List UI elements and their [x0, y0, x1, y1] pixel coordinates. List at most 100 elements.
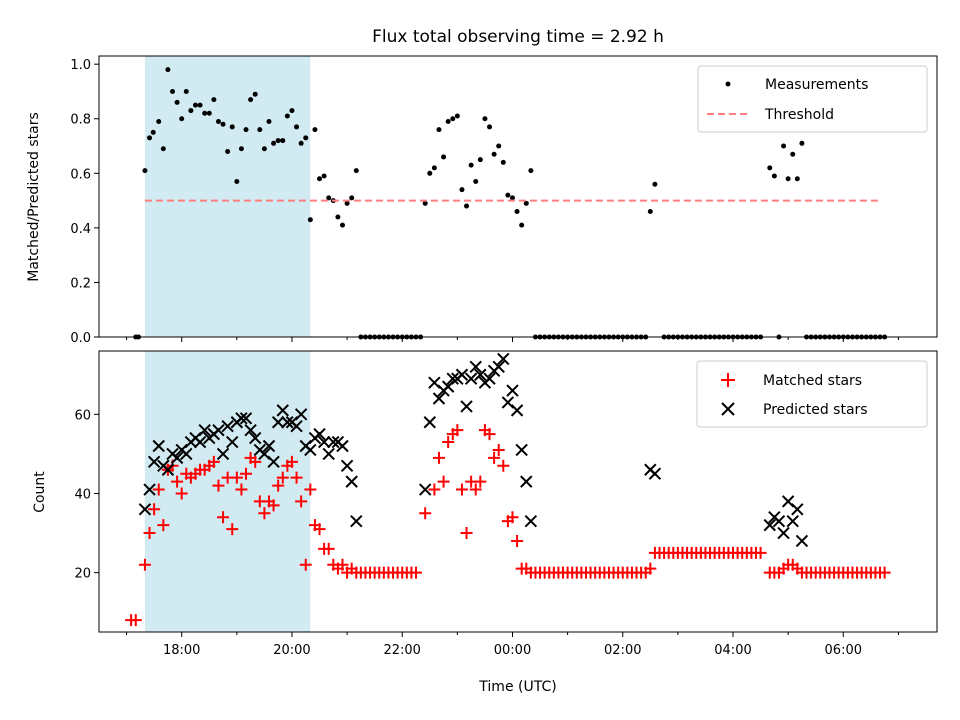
legend-matched-marker — [721, 373, 735, 387]
measurement-point — [652, 181, 658, 187]
measurement-point — [284, 113, 290, 119]
measurement-point — [441, 154, 447, 160]
measurement-point — [505, 192, 511, 198]
top-legend-box — [697, 65, 928, 133]
matched-stars-point — [143, 527, 156, 540]
measurement-point — [234, 178, 240, 184]
bottom-panel-ylabel: Count — [32, 471, 48, 513]
measurement-point — [156, 118, 162, 124]
measurement-point — [422, 200, 428, 206]
bottom-highlight-band — [144, 351, 311, 632]
xtick-label: 00:00 — [494, 643, 531, 658]
matched-stars-point — [511, 534, 524, 547]
predicted-stars-point — [446, 372, 459, 385]
matched-stars-point — [492, 443, 505, 456]
predicted-stars-point — [340, 459, 354, 472]
predicted-stars-point — [161, 463, 175, 476]
predicted-stars-point — [267, 455, 280, 469]
predicted-stars-point — [455, 368, 469, 381]
measurement-point — [142, 168, 148, 174]
predicted-stars-point — [193, 435, 207, 449]
bottom-panel: 20 40 60 18:00 20:00 22:00 00:00 02:00 04:00 06:0… — [74, 350, 938, 658]
top-ytick-label: 0.8 — [70, 113, 91, 128]
measurement-point — [464, 203, 470, 209]
matched-stars-point — [754, 546, 767, 559]
predicted-stars-point — [418, 483, 432, 496]
measurement-point — [326, 195, 332, 201]
measurement-point — [509, 195, 515, 201]
top-axes-frame — [98, 55, 938, 338]
matched-stars-point — [644, 562, 657, 575]
predicted-stars-point — [147, 455, 161, 469]
predicted-stars-point — [510, 404, 524, 417]
measurement-point — [312, 127, 318, 133]
matched-stars-point — [267, 499, 280, 512]
predicted-stars-point — [221, 419, 234, 433]
measurement-point — [275, 138, 281, 144]
measurement-point — [339, 222, 345, 228]
measurement-point — [211, 97, 217, 103]
predicted-stars-point — [350, 514, 363, 528]
bottom-series-matched-stars — [125, 424, 891, 627]
bottom-ytick-label: 60 — [74, 408, 91, 423]
predicted-stars-point — [271, 416, 285, 429]
predicted-stars-point — [170, 451, 184, 465]
predicted-stars-point — [281, 416, 294, 429]
measurement-point — [468, 162, 474, 168]
matched-stars-point — [451, 424, 464, 437]
measurement-point — [335, 214, 341, 220]
predicted-stars-point — [432, 392, 446, 405]
measurement-point — [519, 222, 525, 228]
measurement-point — [473, 178, 479, 184]
matched-stars-point — [336, 558, 349, 571]
predicted-stars-point — [322, 447, 335, 461]
predicted-stars-point — [304, 443, 317, 457]
legend-matched-label: Matched stars — [763, 373, 862, 389]
matched-stars-point — [148, 503, 161, 516]
predicted-stars-point — [294, 408, 308, 421]
predicted-stars-point — [520, 475, 533, 488]
measurement-point — [500, 159, 506, 165]
measurement-point — [197, 102, 203, 108]
measurement-point — [174, 99, 180, 105]
measurement-point — [165, 67, 171, 73]
top-ytick-label: 0.0 — [70, 331, 91, 346]
bottom-legend-box — [696, 360, 928, 428]
matched-stars-point — [129, 614, 142, 627]
predicted-stars-point — [152, 439, 165, 453]
matched-stars-point — [469, 483, 482, 496]
bottom-series-predicted-stars — [138, 352, 809, 548]
legend-measurements-marker — [725, 81, 731, 87]
predicted-stars-point — [524, 514, 538, 528]
measurement-point — [229, 124, 235, 130]
predicted-stars-point — [327, 435, 340, 449]
measurement-point — [238, 146, 244, 152]
measurement-point — [321, 173, 327, 179]
measurement-point — [454, 113, 460, 119]
matched-stars-point — [419, 507, 432, 520]
matched-stars-point — [497, 459, 510, 472]
matched-stars-point — [506, 511, 519, 524]
measurement-point — [459, 187, 465, 193]
top-ytick-label: 0.4 — [70, 222, 91, 237]
matched-stars-point — [304, 483, 317, 496]
matched-stars-point — [272, 479, 285, 492]
measurement-point — [349, 195, 355, 201]
matched-stars-point — [285, 455, 298, 468]
measurement-point — [482, 116, 488, 122]
predicted-stars-point — [212, 423, 225, 437]
predicted-stars-point — [317, 435, 331, 449]
measurement-point — [298, 140, 304, 146]
top-panel-ylabel: Matched/Predicted stars — [26, 112, 42, 282]
matched-stars-point — [240, 467, 253, 480]
measurement-point — [771, 173, 777, 179]
measurement-point — [496, 143, 502, 149]
matched-stars-point — [258, 507, 271, 520]
predicted-stars-point — [235, 412, 248, 425]
measurement-point — [294, 124, 300, 130]
matched-stars-point — [488, 451, 501, 464]
matched-stars-point — [207, 455, 220, 468]
measurement-point — [271, 140, 277, 146]
measurement-point — [303, 135, 309, 141]
